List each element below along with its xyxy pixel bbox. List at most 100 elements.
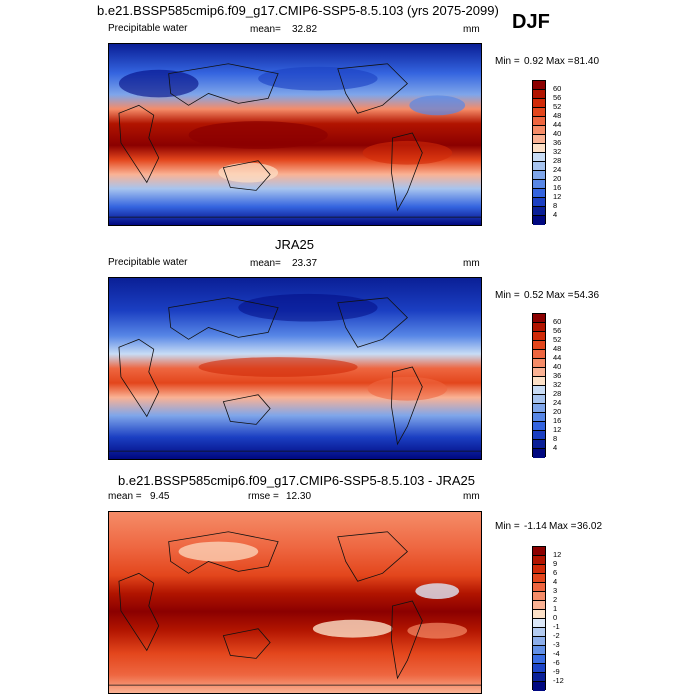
colorbar-swatch <box>533 673 545 682</box>
panel3-map <box>108 511 482 694</box>
colorbar-swatch <box>533 601 545 610</box>
panel2-mean-label: mean= <box>250 258 281 269</box>
colorbar-tick-label: 60 <box>553 84 562 93</box>
colorbar-swatch <box>533 90 545 99</box>
colorbar-swatch <box>533 81 545 90</box>
colorbar-swatch <box>533 171 545 180</box>
colorbar-tick-label: 8 <box>553 201 558 210</box>
colorbar-swatch <box>533 216 545 225</box>
colorbar-tick-label: 40 <box>553 129 562 138</box>
colorbar-swatch <box>533 108 545 117</box>
panel1-colorbar <box>532 80 546 225</box>
panel2-field <box>109 278 481 459</box>
colorbar-tick-label: 24 <box>553 165 562 174</box>
panel1-max-value: 81.40 <box>574 56 600 67</box>
colorbar-swatch <box>533 207 545 216</box>
colorbar-swatch <box>533 359 545 368</box>
colorbar-swatch <box>533 610 545 619</box>
colorbar-tick-label: 60 <box>553 317 562 326</box>
colorbar-swatch <box>533 404 545 413</box>
colorbar-tick-label: 48 <box>553 111 562 120</box>
panel2-max-label: Max = <box>546 290 574 301</box>
colorbar-swatch <box>533 341 545 350</box>
panel2-min-value: 0.52 <box>524 290 544 301</box>
colorbar-swatch <box>533 368 545 377</box>
colorbar-tick-label: 0 <box>553 613 558 622</box>
panel3-colorbar <box>532 546 546 691</box>
panel2-map <box>108 277 482 460</box>
panel1-units: mm <box>463 24 480 35</box>
panel3-rmse-value: 12.30 <box>286 491 312 502</box>
colorbar-swatch <box>533 440 545 449</box>
colorbar-swatch <box>533 556 545 565</box>
panel2-units: mm <box>463 258 480 269</box>
colorbar-swatch <box>533 413 545 422</box>
colorbar-swatch <box>533 126 545 135</box>
panel1-map <box>108 43 482 226</box>
colorbar-swatch <box>533 547 545 556</box>
panel2-coastlines <box>109 297 481 452</box>
colorbar-swatch <box>533 449 545 458</box>
colorbar-swatch <box>533 162 545 171</box>
colorbar-tick-label: 48 <box>553 344 562 353</box>
colorbar-tick-label: 1 <box>553 604 558 613</box>
colorbar-tick-label: -6 <box>553 658 560 667</box>
colorbar-tick-label: 9 <box>553 559 558 568</box>
panel1-min-label: Min = <box>495 56 520 67</box>
colorbar-tick-label: 36 <box>553 371 562 380</box>
colorbar-swatch <box>533 332 545 341</box>
colorbar-tick-label: 40 <box>553 362 562 371</box>
panel1-min-value: 0.92 <box>524 56 544 67</box>
panel3-rmse-label: rmse = <box>248 491 279 502</box>
panel2-max-value: 54.36 <box>574 290 600 301</box>
colorbar-tick-label: 56 <box>553 93 562 102</box>
colorbar-tick-label: 20 <box>553 407 562 416</box>
panel2-min-label: Min = <box>495 290 520 301</box>
colorbar-swatch <box>533 574 545 583</box>
panel2-mean-value: 23.37 <box>292 258 318 269</box>
colorbar-swatch <box>533 153 545 162</box>
colorbar-tick-label: -9 <box>553 667 560 676</box>
colorbar-tick-label: -1 <box>553 622 560 631</box>
colorbar-tick-label: 12 <box>553 550 562 559</box>
panel3-max-label: Max = <box>549 521 577 532</box>
panel1-mean-value: 32.82 <box>292 24 318 35</box>
colorbar-tick-label: 4 <box>553 210 558 219</box>
colorbar-swatch <box>533 646 545 655</box>
colorbar-tick-label: 6 <box>553 568 558 577</box>
panel3-mean-label: mean = <box>108 491 142 502</box>
panel2-variable: Precipitable water <box>108 257 188 268</box>
panel3-units: mm <box>463 491 480 502</box>
colorbar-tick-label: 24 <box>553 398 562 407</box>
colorbar-swatch <box>533 377 545 386</box>
panel2-title: JRA25 <box>275 237 315 252</box>
colorbar-tick-label: 56 <box>553 326 562 335</box>
panel3-max-value: 36.02 <box>577 521 603 532</box>
panel1-max-label: Max = <box>546 56 574 67</box>
colorbar-swatch <box>533 592 545 601</box>
panel1-field <box>109 44 481 225</box>
season-label: DJF <box>512 11 550 33</box>
colorbar-swatch <box>533 189 545 198</box>
colorbar-tick-label: 32 <box>553 380 562 389</box>
colorbar-swatch <box>533 583 545 592</box>
colorbar-tick-label: 28 <box>553 156 562 165</box>
colorbar-swatch <box>533 619 545 628</box>
panel1-title: b.e21.BSSP585cmip6.f09_g17.CMIP6-SSP5-8.… <box>97 3 499 18</box>
colorbar-swatch <box>533 637 545 646</box>
colorbar-swatch <box>533 431 545 440</box>
colorbar-swatch <box>533 386 545 395</box>
colorbar-swatch <box>533 117 545 126</box>
panel3-coastlines <box>109 531 481 686</box>
colorbar-tick-label: -12 <box>553 676 564 685</box>
colorbar-swatch <box>533 655 545 664</box>
colorbar-swatch <box>533 350 545 359</box>
colorbar-tick-label: 12 <box>553 425 562 434</box>
colorbar-tick-label: 44 <box>553 120 562 129</box>
panel3-mean-value: 9.45 <box>150 491 170 502</box>
panel1-variable: Precipitable water <box>108 23 188 34</box>
colorbar-swatch <box>533 628 545 637</box>
colorbar-tick-label: -4 <box>553 649 560 658</box>
panel2-colorbar <box>532 313 546 458</box>
colorbar-tick-label: 36 <box>553 138 562 147</box>
